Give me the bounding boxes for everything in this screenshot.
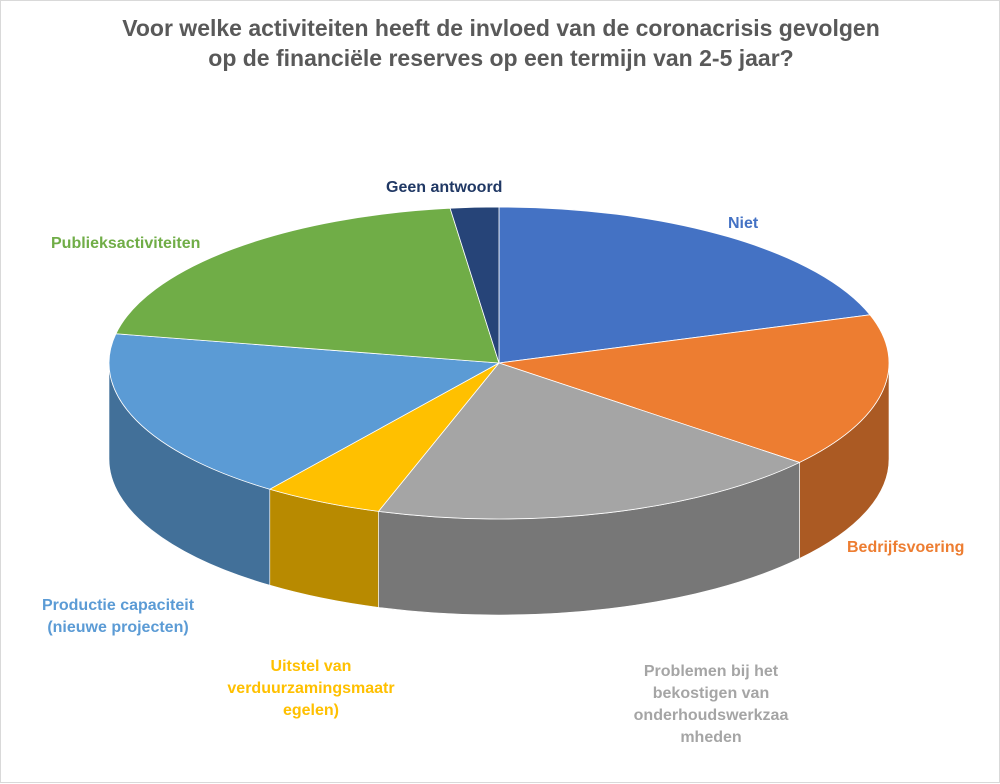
label-niet-text: Niet [728,215,759,232]
label-geen-antwoord-text: Geen antwoord [386,179,503,196]
pie-slice-problemen-bij-het-bekostigen-van-onderhoudswerkzaamheden [377,362,801,520]
chart-title-line-2: op de financiële reserves op een termijn… [208,45,794,71]
label-uitstel-line-3: egelen) [282,702,339,719]
label-bedrijfsvoering: Bedrijfsvoering [847,537,964,559]
label-uitstel-line-1: Uitstel van [270,658,352,675]
pie-slice-publieksactiviteiten [115,207,500,364]
label-problemen-line-2: bekostigen van [652,685,770,702]
label-publieksactiviteiten-text: Publieksactiviteiten [51,235,201,252]
label-problemen: Problemen bij het bekostigen van onderho… [601,661,821,749]
label-problemen-line-1: Problemen bij het [643,663,779,680]
pie-slice-bedrijfsvoering [498,314,890,463]
label-productie: Productie capaciteit (nieuwe projecten) [23,595,213,639]
chart-title: Voor welke activiteiten heeft de invloed… [1,13,1000,73]
label-bedrijfsvoering-text: Bedrijfsvoering [847,539,965,556]
label-problemen-line-4: mheden [680,729,742,746]
label-problemen-line-3: onderhoudswerkzaa [633,707,789,724]
label-uitstel: Uitstel van verduurzamingsmaatr egelen) [206,656,416,722]
pie-slice-niet [498,206,871,364]
pie-slice-geen-antwoord [449,206,500,364]
label-publieksactiviteiten: Publieksactiviteiten [51,233,200,255]
label-niet: Niet [728,213,758,235]
pie-slice-productie-capaciteit-nieuwe-projecten [108,333,501,490]
pie-top [108,206,890,520]
pie-sides [108,362,890,616]
label-productie-line-1: Productie capaciteit [41,597,195,614]
chart-title-line-1: Voor welke activiteiten heeft de invloed… [122,15,880,41]
label-geen-antwoord: Geen antwoord [386,177,502,199]
label-productie-line-2: (nieuwe projecten) [47,619,189,636]
label-uitstel-line-2: verduurzamingsmaatr [227,680,395,697]
